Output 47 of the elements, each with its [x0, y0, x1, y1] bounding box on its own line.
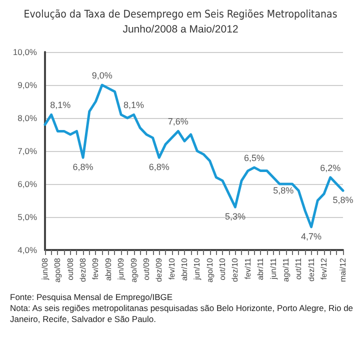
x-tick-label: jun/08	[40, 257, 50, 281]
y-tick-label: 5,0%	[18, 212, 38, 222]
x-tick-label: ago/08	[53, 257, 62, 282]
x-tick-label: mai/12	[338, 257, 348, 282]
x-tick-label: fev/10	[167, 257, 176, 280]
x-tick-label: jun/11	[268, 257, 278, 280]
y-tick-label: 10,0%	[12, 47, 38, 57]
chart-subtitle: Junho/2008 a Maio/2012	[122, 24, 238, 36]
x-tick-label: dez/09	[154, 257, 164, 282]
y-tick-label: 9,0%	[18, 80, 38, 90]
x-tick-label: dez/08	[78, 257, 88, 282]
x-tick-label: fev/12	[319, 257, 328, 280]
x-tick-label: out/11	[294, 257, 304, 280]
x-tick-label: jun/09	[116, 257, 126, 281]
x-tick-label: out/08	[66, 257, 75, 280]
y-tick-label: 8,0%	[18, 113, 38, 123]
data-label: 6,2%	[320, 162, 341, 173]
x-tick-label: jun/10	[192, 257, 202, 281]
x-tick-label: ago/11	[281, 257, 290, 282]
x-tick-label: out/09	[142, 257, 151, 280]
y-tick-label: 7,0%	[18, 146, 38, 156]
data-label: 5,3%	[224, 212, 246, 222]
data-label: 9,0%	[92, 70, 112, 80]
data-label: 5,8%	[273, 186, 294, 196]
x-tick-label: dez/11	[306, 257, 316, 282]
data-label: 7,6%	[168, 116, 188, 127]
y-tick-label: 4,0%	[18, 245, 38, 255]
x-tick-label: abr/10	[180, 257, 189, 281]
x-tick-label: ago/09	[129, 257, 138, 282]
x-tick-label: fev/09	[91, 257, 100, 280]
data-label: 8,1%	[124, 100, 144, 110]
y-tick-label: 6,0%	[18, 179, 38, 189]
data-label: 6,8%	[148, 162, 170, 172]
data-label: 4,7%	[301, 231, 322, 242]
chart-title: Evolução da Taxa de Desemprego em Seis Regiões Metropolitanas	[24, 8, 338, 20]
source-note: Fonte: Pesquisa Mensal de Emprego/IBGE	[10, 292, 174, 303]
x-tick-label: dez/10	[230, 257, 240, 282]
data-label: 6,8%	[72, 162, 94, 172]
x-tick-label: fev/11	[243, 257, 252, 280]
data-label: 6,5%	[244, 153, 264, 163]
data-label: 5,8%	[332, 195, 354, 206]
text: Nota: As seis regiões metropolitanas pesquisadas são Belo Horizonte, Porto Alegre, Rio de Janeiro, Recife, Salvador e São Paulo.	[10, 303, 354, 325]
x-tick-label: abr/09	[104, 257, 113, 281]
x-tick-label: out/10	[218, 257, 228, 280]
x-tick-label: ago/10	[205, 257, 214, 282]
data-label: 8,1%	[50, 100, 71, 110]
x-tick-label: abr/11	[256, 257, 266, 280]
